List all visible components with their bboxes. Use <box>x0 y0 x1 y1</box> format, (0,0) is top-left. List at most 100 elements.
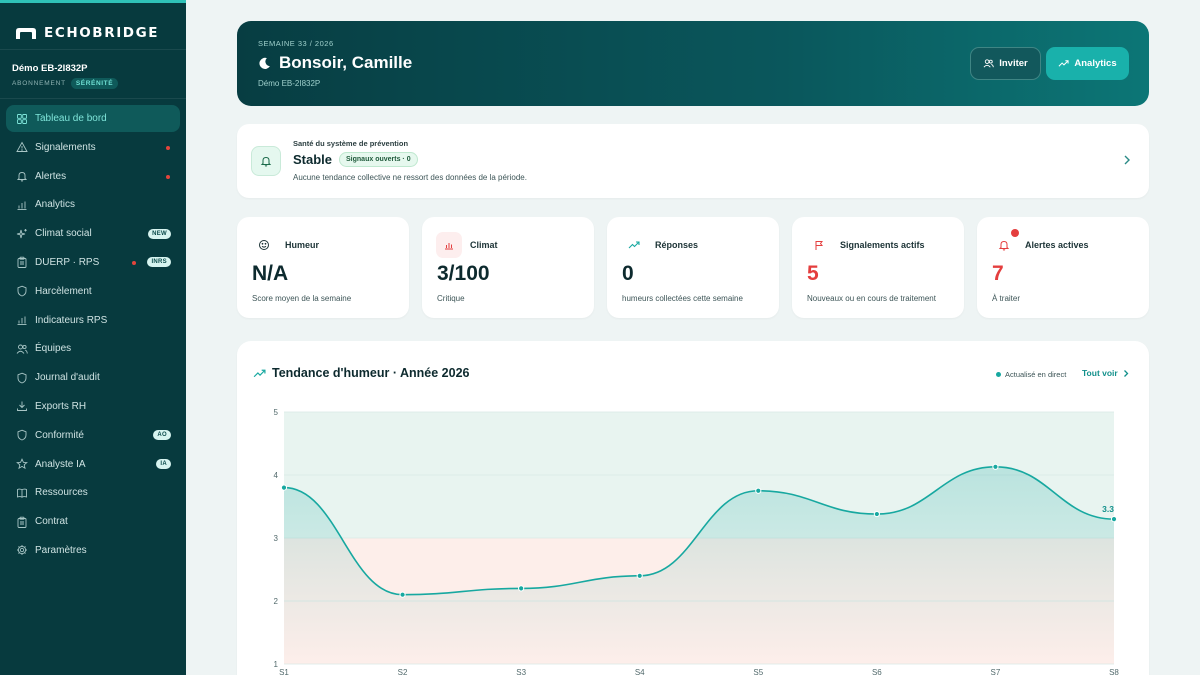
sidebar-item-equipes[interactable]: Équipes <box>6 335 180 362</box>
invite-button[interactable]: Inviter <box>970 47 1041 80</box>
kpi-card-responses[interactable]: Réponses 0 humeurs collectées cette sema… <box>607 217 779 318</box>
sidebar-item-label: Analyste IA <box>35 458 86 470</box>
kpi-card-reports[interactable]: Signalements actifs 5 Nouveaux ou en cou… <box>792 217 964 318</box>
bell-icon <box>16 170 28 182</box>
greeting: Bonsoir, Camille <box>258 53 412 73</box>
sidebar-item-indicateurs-rps[interactable]: Indicateurs RPS <box>6 307 180 334</box>
sidebar-item-conformite[interactable]: Conformité AO <box>6 422 180 449</box>
gear-icon <box>16 544 28 556</box>
data-point[interactable] <box>992 463 999 470</box>
sidebar-item-parametres[interactable]: Paramètres <box>6 537 180 564</box>
x-tick-label: S2 <box>398 668 408 675</box>
sidebar-item-duerp-rps[interactable]: DUERP · RPS INRS <box>6 249 180 276</box>
sidebar-item-label: Analytics <box>35 199 76 211</box>
data-point[interactable] <box>1110 516 1118 523</box>
warning-icon <box>16 141 28 153</box>
y-tick-label: 2 <box>274 597 279 606</box>
sidebar-item-ressources[interactable]: Ressources <box>6 479 180 506</box>
notification-dot <box>132 260 136 265</box>
sidebar-item-label: DUERP · RPS <box>35 256 100 268</box>
mood-trend-card: 1 2 3 4 5 3.3 S1 S2 S3 S4 S5 S6 S7 S8 Tendance d'hume… <box>237 341 1149 675</box>
health-state-text: Stable <box>293 152 333 167</box>
org-name: Démo EB-2I832P <box>12 63 88 74</box>
sidebar-item-climat-social[interactable]: Climat social NEW <box>6 220 180 247</box>
kpi-subtitle: Score moyen de la semaine <box>252 294 352 303</box>
mood-area <box>284 466 1114 664</box>
kpi-title: Climat <box>470 240 498 250</box>
notification-dot <box>166 145 170 150</box>
health-caption: Santé du système de prévention <box>293 139 409 148</box>
kpi-value: 5 <box>807 262 819 285</box>
chart-title-text: Tendance d'humeur · Année 2026 <box>272 366 470 380</box>
x-tick-label: S5 <box>753 668 763 675</box>
users-icon <box>16 343 28 355</box>
sidebar-item-label: Contrat <box>35 516 68 528</box>
y-tick-label: 3 <box>274 534 279 543</box>
shield-icon <box>16 285 28 297</box>
sidebar-item-harcelement[interactable]: Harcèlement <box>6 278 180 305</box>
analytics-label: Analytics <box>1074 58 1117 69</box>
live-dot <box>996 372 1001 377</box>
sidebar-item-analytics[interactable]: Analytics <box>6 191 180 218</box>
kpi-value: 7 <box>992 262 1004 285</box>
health-description: Aucune tendance collective ne ressort de… <box>293 173 527 182</box>
bar-chart-icon <box>16 199 28 211</box>
nav-badge: INRS <box>147 257 171 268</box>
bell-icon <box>260 156 272 167</box>
kpi-value: N/A <box>252 262 289 285</box>
alert-indicator-dot <box>1011 229 1019 237</box>
health-state: Stable Signaux ouverts · 0 <box>293 152 418 167</box>
y-tick-label: 1 <box>274 660 279 669</box>
open-signals-badge: Signaux ouverts · 0 <box>339 152 418 167</box>
data-point[interactable] <box>399 591 406 598</box>
sidebar-item-label: Climat social <box>35 228 92 240</box>
sidebar-item-exports-rh[interactable]: Exports RH <box>6 393 180 420</box>
logo-text: ECHOBRIDGE <box>44 25 160 41</box>
data-point[interactable] <box>280 484 288 491</box>
week-label: SEMAINE 33 / 2026 <box>258 39 334 48</box>
sidebar-item-label: Journal d'audit <box>35 372 100 384</box>
kpi-card-alerts[interactable]: Alertes actives 7 À traiter <box>977 217 1149 318</box>
chevron-right-icon <box>1123 369 1129 377</box>
kpi-subtitle: Nouveaux ou en cours de traitement <box>807 294 936 303</box>
sidebar-item-signalements[interactable]: Signalements <box>6 134 180 161</box>
org-info: Démo EB-2I832P ABONNEMENT SÉRÉNITÉ <box>0 50 186 99</box>
sidebar: ECHOBRIDGE Démo EB-2I832P ABONNEMENT SÉR… <box>0 0 186 675</box>
kpi-card-climate[interactable]: Climat 3/100 Critique <box>422 217 594 318</box>
data-point[interactable] <box>636 572 643 579</box>
nav-badge: AO <box>153 430 171 441</box>
logo-icon <box>16 28 36 39</box>
x-tick-label: S6 <box>872 668 882 675</box>
data-point[interactable] <box>873 510 880 518</box>
bell-icon <box>991 232 1017 258</box>
kpi-value: 0 <box>622 262 634 285</box>
analytics-button[interactable]: Analytics <box>1046 47 1129 80</box>
sidebar-item-contrat[interactable]: Contrat <box>6 508 180 535</box>
chevron-right-icon[interactable] <box>1122 154 1132 166</box>
clipboard-icon <box>16 516 28 528</box>
data-point[interactable] <box>755 487 762 494</box>
clipboard-icon <box>16 256 28 269</box>
health-icon-box <box>251 146 281 176</box>
greeting-text: Bonsoir, Camille <box>279 53 413 72</box>
sidebar-item-analyste-ia[interactable]: Analyste IA IA <box>6 451 180 478</box>
see-all-link[interactable]: Tout voir <box>1082 368 1129 378</box>
star-icon <box>16 458 28 470</box>
nav-badge: IA <box>156 459 171 470</box>
prevention-health-card[interactable]: Santé du système de prévention Stable Si… <box>237 124 1149 198</box>
x-tick-label: S3 <box>516 668 526 675</box>
data-point[interactable] <box>518 585 525 592</box>
logo[interactable]: ECHOBRIDGE <box>0 3 186 50</box>
sidebar-item-tableau-de-bord[interactable]: Tableau de bord <box>6 105 180 132</box>
trend-up-icon <box>253 369 266 377</box>
kpi-title: Alertes actives <box>1025 240 1089 250</box>
x-tick-label: S8 <box>1109 668 1119 675</box>
sidebar-item-alertes[interactable]: Alertes <box>6 163 180 190</box>
kpi-card-mood[interactable]: Humeur N/A Score moyen de la semaine <box>237 217 409 318</box>
sparkle-icon <box>16 228 28 240</box>
kpi-title: Humeur <box>285 240 320 250</box>
welcome-banner: SEMAINE 33 / 2026 Bonsoir, Camille Démo … <box>237 21 1149 106</box>
kpi-title: Réponses <box>655 240 699 250</box>
sidebar-item-journal-d-audit[interactable]: Journal d'audit <box>6 364 180 391</box>
sidebar-item-label: Paramètres <box>35 544 87 556</box>
